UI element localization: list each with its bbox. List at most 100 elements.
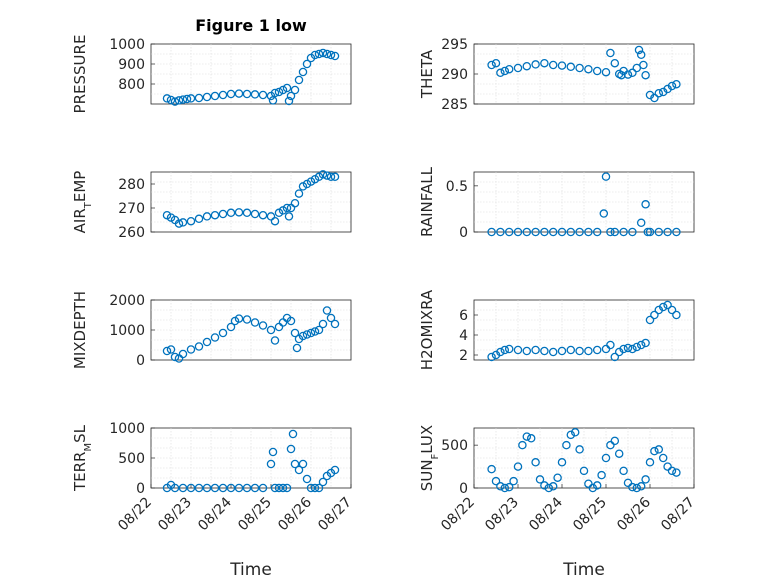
data-point <box>194 483 204 493</box>
data-point <box>290 85 300 95</box>
data-point <box>614 449 624 458</box>
data-point <box>658 453 668 463</box>
data-point <box>218 90 228 100</box>
grid <box>474 300 694 360</box>
data-point <box>487 227 496 237</box>
data-point <box>623 478 633 488</box>
figure-title: Figure 1 low <box>195 16 307 35</box>
data-point <box>645 227 655 237</box>
data-point <box>557 346 567 356</box>
data-point <box>548 482 558 491</box>
data-point <box>619 344 628 354</box>
data-point <box>623 343 633 353</box>
data-point <box>202 337 212 347</box>
data-point <box>290 459 300 469</box>
data-point <box>258 321 268 330</box>
data-point <box>282 483 292 493</box>
data-point <box>326 313 336 323</box>
data-point <box>599 209 609 218</box>
data-point <box>641 70 650 80</box>
data-point <box>322 171 332 180</box>
data-point <box>310 483 320 493</box>
data-point <box>258 90 268 100</box>
data-point <box>178 95 188 104</box>
data-point <box>667 305 677 315</box>
data-point <box>654 88 664 98</box>
data-point <box>496 347 505 357</box>
data-point <box>650 446 659 456</box>
data-point <box>242 315 252 324</box>
data-point <box>278 483 288 493</box>
data-point <box>634 45 644 55</box>
x-tick-label: 08/27 <box>658 494 698 534</box>
data-point <box>610 352 620 362</box>
data-point <box>592 345 602 355</box>
y-tick-label: 0.5 <box>446 179 468 195</box>
x-tick-label: 08/22 <box>438 494 478 534</box>
data-point <box>487 60 496 70</box>
data-point <box>318 170 328 179</box>
data-point <box>292 343 302 353</box>
y-axis-label: MIXDEPTH <box>71 291 89 369</box>
data-point <box>592 66 602 76</box>
data-point <box>584 227 593 237</box>
data-point <box>166 95 176 105</box>
data-point <box>258 483 268 493</box>
y-tick-label: 0 <box>459 225 468 241</box>
y-axis-label: H2OMIXRA <box>418 289 436 370</box>
data-point <box>496 227 505 237</box>
y-tick-label: 0 <box>459 481 468 497</box>
data-point <box>632 342 642 352</box>
data-point <box>234 89 244 98</box>
data-point <box>641 200 650 209</box>
data-point <box>234 483 244 493</box>
data-point <box>226 322 236 332</box>
data-point <box>487 464 496 474</box>
data-point <box>314 49 324 59</box>
data-point <box>601 67 611 77</box>
data-point <box>672 79 681 89</box>
data-point <box>218 483 228 493</box>
data-point <box>202 483 212 493</box>
data-point <box>170 352 180 362</box>
y-tick-label: 500 <box>118 451 145 467</box>
data-point <box>496 68 505 78</box>
data-point <box>540 227 549 237</box>
data-point <box>672 468 681 477</box>
data-point <box>504 344 514 354</box>
data-point <box>636 340 646 350</box>
data-point <box>302 330 312 339</box>
data-point <box>575 227 584 237</box>
data-point <box>566 227 576 237</box>
data-point <box>274 87 284 97</box>
data-point <box>288 429 298 439</box>
y-tick-label: 290 <box>441 67 468 83</box>
data-point <box>186 94 196 103</box>
data-point <box>588 483 598 493</box>
data-point <box>509 476 518 486</box>
data-point <box>178 483 188 493</box>
data-point <box>491 476 501 486</box>
data-point <box>575 63 584 73</box>
data-point <box>566 430 576 440</box>
data-point <box>663 227 672 237</box>
data-point <box>667 466 677 476</box>
data-point <box>628 482 637 492</box>
y-tick-label: 285 <box>441 97 468 113</box>
data-point <box>636 218 646 228</box>
data-point <box>226 208 236 218</box>
subplot-1: 800 900 1000 PRESSURE <box>71 35 352 113</box>
data-point <box>540 346 549 356</box>
x-tick-label: 08/23 <box>482 494 522 534</box>
data-point <box>645 315 655 325</box>
data-point <box>562 440 571 450</box>
data-point <box>641 475 650 484</box>
subplot-6: 2 4 6 H2OMIXRA <box>418 289 695 370</box>
data-point <box>234 314 244 323</box>
x-tick-label: 08/24 <box>526 494 566 534</box>
data-point <box>286 91 296 101</box>
subplot-8: 0 500 08/22 08/23 08/24 08/25 08/26 08/27 SUNFLU… <box>418 425 698 580</box>
data-point <box>654 445 664 454</box>
data-point <box>526 434 536 443</box>
x-tick-label: 08/22 <box>115 494 155 534</box>
